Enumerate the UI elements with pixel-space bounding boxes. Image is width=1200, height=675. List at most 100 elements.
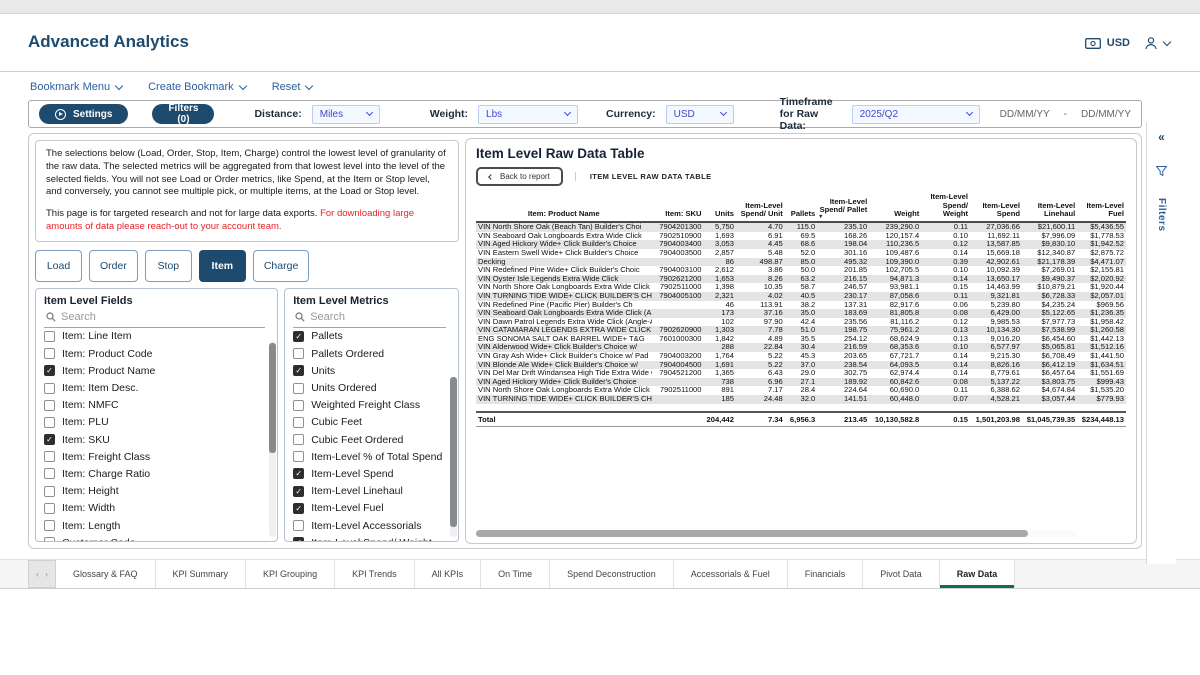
checkbox-item[interactable]: Units Ordered [293, 379, 456, 396]
tab-on-time[interactable]: On Time [481, 560, 551, 588]
checkbox-item[interactable]: ✓ Item: Product Name [44, 362, 275, 379]
filters-button[interactable]: Filters (0) [152, 103, 215, 125]
checkbox-item[interactable]: Cubic Feet Ordered [293, 431, 456, 448]
tab-accessorials-fuel[interactable]: Accessorials & Fuel [673, 560, 788, 588]
table-row[interactable]: VIN Gray Ash Wide+ Click Builder's Choic… [476, 352, 1126, 361]
checkbox-icon[interactable] [44, 348, 55, 360]
checkbox-icon[interactable] [293, 399, 305, 411]
collapse-panel-icon[interactable]: « [1158, 130, 1165, 144]
tab-nav-arrows[interactable]: ‹ › [28, 560, 56, 588]
metrics-search[interactable] [293, 307, 446, 328]
checkbox-item[interactable]: Pallets Ordered [293, 345, 456, 362]
level-button-order[interactable]: Order [89, 249, 138, 282]
column-header[interactable]: Item-Level Spend/ Pallet ▾ [819, 196, 868, 221]
tab-raw-data[interactable]: Raw Data [939, 560, 1016, 588]
metrics-scrollbar[interactable] [450, 376, 457, 537]
table-row[interactable]: VIN North Shore Oak (Beach Tan) Builder'… [476, 223, 1126, 232]
checkbox-checked-icon[interactable]: ✓ [293, 365, 305, 377]
table-row[interactable]: ENG SONOMA SALT OAK BARREL WIDE+ T&G 7601… [476, 335, 1126, 344]
level-button-item[interactable]: Item [198, 249, 246, 282]
checkbox-item[interactable]: Item: Product Code [44, 345, 275, 362]
table-row[interactable]: VIN Eastern Swell Wide+ Click Builder's … [476, 249, 1126, 258]
column-header[interactable]: Item-Level Spend/ Unit [740, 200, 783, 219]
checkbox-icon[interactable] [44, 520, 55, 532]
checkbox-item[interactable]: Item: Line Item [44, 328, 275, 345]
fields-scrollbar[interactable] [269, 340, 277, 537]
filters-side-label[interactable]: Filters [1156, 198, 1167, 232]
column-header[interactable]: Item-Level Fuel [1086, 200, 1124, 219]
tab-nav-left-icon[interactable]: ‹ [36, 569, 39, 579]
tab-kpi-summary[interactable]: KPI Summary [155, 560, 247, 588]
checkbox-icon[interactable] [293, 520, 305, 532]
date-to-field[interactable]: DD/MM/YY [1081, 108, 1131, 120]
tab-financials[interactable]: Financials [787, 560, 864, 588]
column-header[interactable]: Weight [894, 209, 920, 219]
checkbox-icon[interactable] [44, 330, 55, 342]
timeframe-select[interactable]: 2025/Q2 [851, 104, 980, 124]
checkbox-item[interactable]: Cubic Feet [293, 414, 456, 431]
checkbox-icon[interactable] [44, 502, 55, 514]
table-horizontal-scrollbar[interactable] [476, 530, 1076, 537]
column-header[interactable]: Item-Level Linehaul [1037, 200, 1076, 219]
checkbox-item[interactable]: Item-Level Accessorials [293, 517, 456, 534]
checkbox-checked-icon[interactable]: ✓ [293, 537, 305, 541]
checkbox-item[interactable]: Item: Height [44, 483, 275, 500]
fields-search[interactable] [44, 307, 266, 328]
column-header[interactable]: Units [715, 209, 734, 219]
tab-nav-right-icon[interactable]: › [45, 569, 48, 579]
checkbox-item[interactable]: Weighted Freight Class [293, 397, 456, 414]
checkbox-icon[interactable] [44, 382, 55, 394]
user-profile-icon[interactable] [1144, 36, 1158, 50]
reset-link[interactable]: Reset [272, 81, 314, 93]
column-header[interactable]: Item-Level Spend/ Weight [930, 192, 968, 219]
table-row[interactable]: VIN North Shore Oak Longboards Extra Wid… [476, 283, 1126, 292]
level-button-charge[interactable]: Charge [252, 249, 310, 282]
checkbox-item[interactable]: ✓ Item-Level Linehaul [293, 483, 456, 500]
back-to-report-button[interactable]: Back to report [476, 167, 563, 186]
checkbox-checked-icon[interactable]: ✓ [44, 365, 55, 377]
checkbox-item[interactable]: ✓ Pallets [293, 328, 456, 345]
checkbox-item[interactable]: Customer Code [44, 534, 275, 541]
bookmark-menu-link[interactable]: Bookmark Menu [30, 81, 124, 93]
tab-kpi-grouping[interactable]: KPI Grouping [246, 560, 336, 588]
checkbox-item[interactable]: ✓ Item: SKU [44, 431, 275, 448]
checkbox-icon[interactable] [44, 468, 55, 480]
checkbox-icon[interactable] [44, 537, 55, 541]
checkbox-checked-icon[interactable]: ✓ [44, 434, 55, 446]
weight-select[interactable]: Lbs [478, 104, 579, 124]
checkbox-icon[interactable] [44, 485, 55, 497]
checkbox-item[interactable]: ✓ Item-Level Fuel [293, 500, 456, 517]
table-row[interactable]: VIN Seaboard Oak Longboards Extra Wide C… [476, 232, 1126, 241]
table-row[interactable]: VIN TURNING TIDE WIDE+ CLICK BUILDER'S C… [476, 395, 1126, 404]
checkbox-icon[interactable] [293, 382, 305, 394]
table-row[interactable]: VIN Del Mar Drift Windansea High Tide Ex… [476, 369, 1126, 378]
table-row[interactable]: VIN CATAMARAN LEGENDS EXTRA WIDE CLICK 79… [476, 326, 1126, 335]
checkbox-item[interactable]: Item: Charge Ratio [44, 465, 275, 482]
settings-button[interactable]: Settings [39, 104, 129, 124]
checkbox-icon[interactable] [293, 451, 305, 463]
table-row[interactable]: VIN Alderwood Wide+ Click Builder's Choi… [476, 343, 1126, 353]
tab-spend-deconstruction[interactable]: Spend Deconstruction [550, 560, 674, 588]
level-button-load[interactable]: Load [35, 249, 82, 282]
tab-all-kpis[interactable]: All KPIs [414, 560, 482, 588]
table-row[interactable]: VIN Seaboard Oak Longboards Extra Wide C… [476, 309, 1126, 318]
create-bookmark-link[interactable]: Create Bookmark [148, 81, 247, 93]
column-header[interactable]: Item: SKU [665, 209, 702, 219]
metrics-search-input[interactable] [310, 310, 431, 323]
filter-funnel-icon[interactable] [1156, 166, 1167, 176]
date-from-field[interactable]: DD/MM/YY [999, 108, 1050, 120]
tab-glossary-faq[interactable]: Glossary & FAQ [56, 560, 156, 588]
checkbox-icon[interactable] [293, 348, 305, 360]
table-row[interactable]: VIN TURNING TIDE WIDE+ CLICK BUILDER'S C… [476, 291, 1126, 301]
table-row[interactable]: VIN Redefined Pine Wide+ Click Builder's… [476, 266, 1126, 275]
checkbox-item[interactable]: ✓ Item-Level Spend [293, 465, 456, 482]
checkbox-checked-icon[interactable]: ✓ [293, 485, 305, 497]
fields-search-input[interactable] [61, 310, 181, 323]
distance-select[interactable]: Miles [311, 104, 380, 124]
checkbox-item[interactable]: ✓ Item-Level Spend/ Weight [293, 534, 456, 541]
table-row[interactable]: VIN Aged Hickory Wide+ Click Builder's C… [476, 240, 1126, 249]
level-button-stop[interactable]: Stop [144, 249, 192, 282]
table-row[interactable]: VIN Aged Hickory Wide+ Click Builder's C… [476, 377, 1126, 387]
tab-pivot-data[interactable]: Pivot Data [863, 560, 940, 588]
table-row[interactable]: VIN Blonde Ale Wide+ Click Builder's Cho… [476, 360, 1126, 370]
